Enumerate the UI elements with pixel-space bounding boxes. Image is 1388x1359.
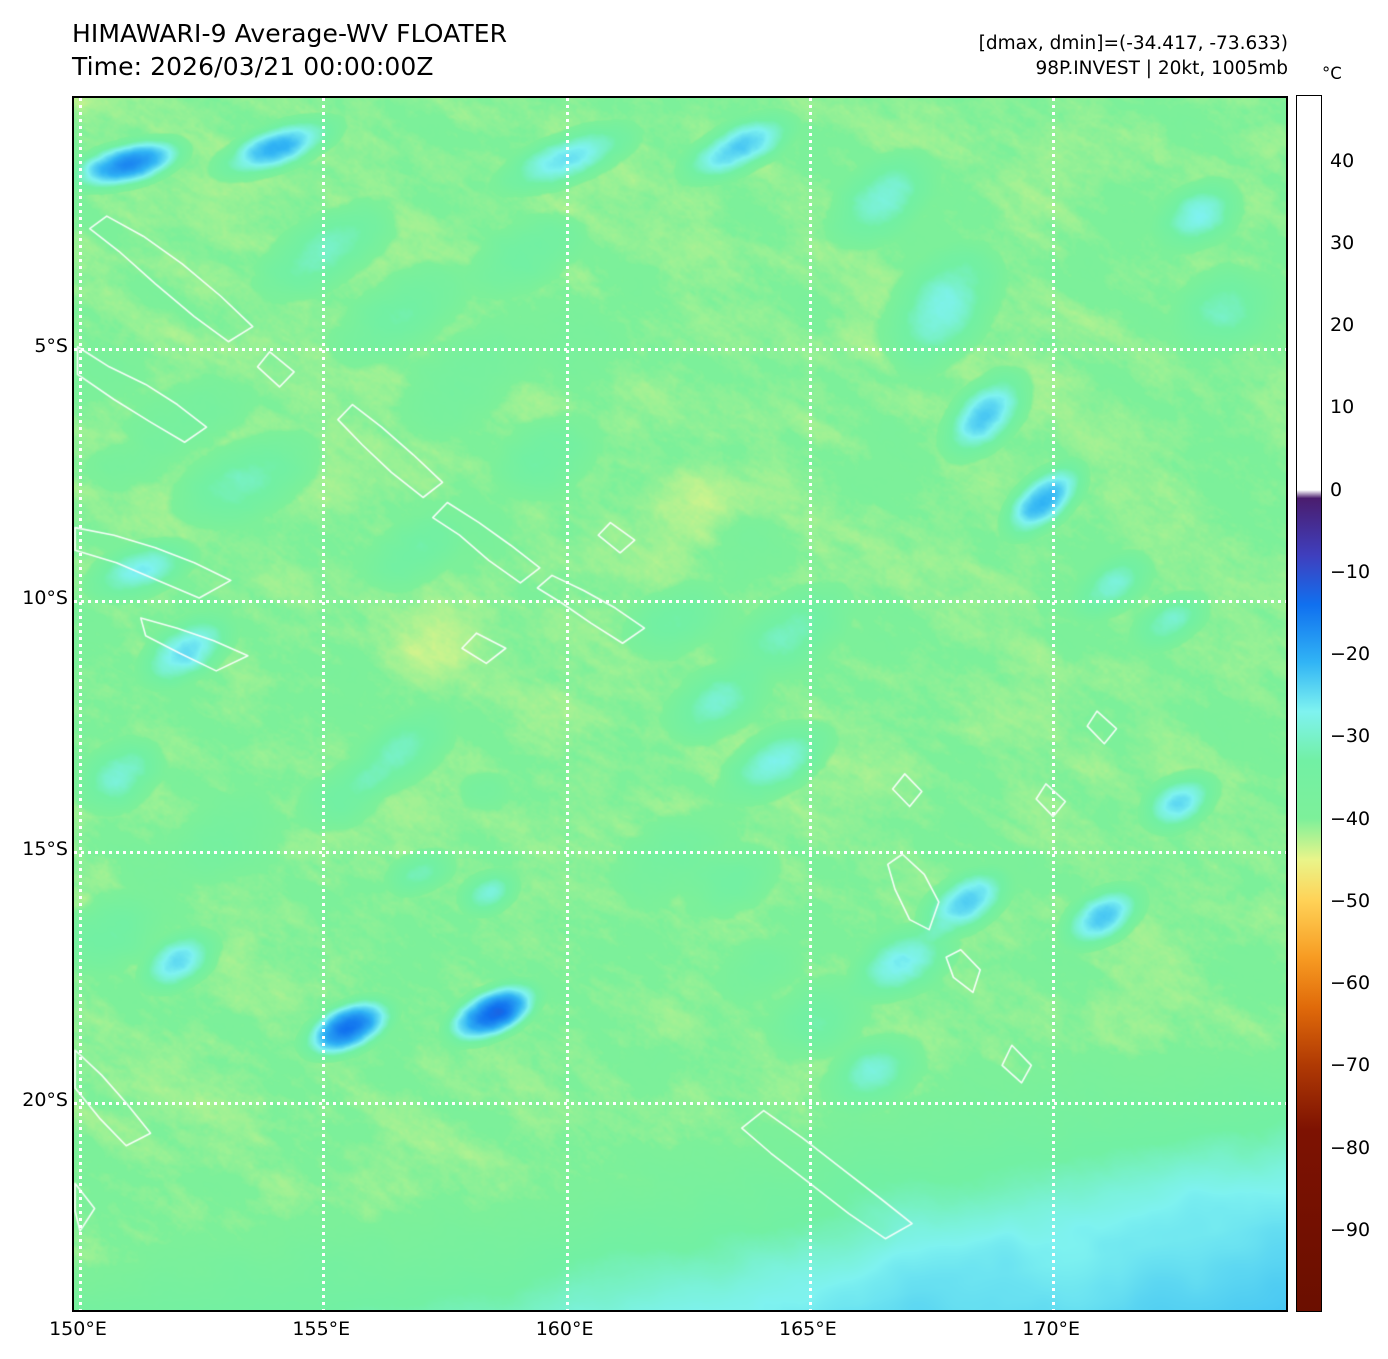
colorbar-gradient — [1297, 96, 1321, 1311]
metadata-block: [dmax, dmin]=(-34.417, -73.633) 98P.INVE… — [979, 32, 1288, 81]
colorbar-tick-10: 10 — [1330, 396, 1355, 419]
lon-tick-label-150: 150°E — [49, 1318, 107, 1340]
chart-title-block: HIMAWARI-9 Average-WV FLOATER Time: 2026… — [72, 18, 507, 83]
colorbar-tick-minus20: −20 — [1330, 643, 1371, 666]
colorbar-tick-minus60: −60 — [1330, 972, 1371, 995]
colorbar-tick-20: 20 — [1330, 314, 1355, 337]
colorbar-tick-minus90: −90 — [1330, 1218, 1371, 1241]
lon-tick-label-165: 165°E — [779, 1318, 837, 1340]
colorbar — [1296, 95, 1322, 1312]
lat-tick-label-5: 5°S — [34, 335, 68, 358]
colorbar-tick-minus70: −70 — [1330, 1054, 1371, 1077]
lat-tick-label-15: 15°S — [22, 837, 68, 860]
colorbar-tick-0: 0 — [1330, 478, 1343, 501]
storm-info-label: 98P.INVEST | 20kt, 1005mb — [1035, 57, 1289, 79]
timestamp-label: Time: 2026/03/21 00:00:00Z — [72, 51, 434, 81]
colorbar-tick-40: 40 — [1330, 149, 1355, 172]
lat-tick-label-10: 10°S — [22, 586, 68, 609]
colorbar-tick-30: 30 — [1330, 232, 1355, 254]
colorbar-tick-minus10: −10 — [1330, 560, 1371, 583]
colorbar-tick-minus80: −80 — [1330, 1136, 1371, 1159]
data-range-label: [dmax, dmin]=(-34.417, -73.633) — [978, 33, 1288, 54]
colorbar-unit-label: °C — [1322, 64, 1342, 83]
lon-tick-label-170: 170°E — [1022, 1318, 1081, 1340]
lon-tick-label-160: 160°E — [535, 1318, 594, 1340]
lon-tick-label-155: 155°E — [292, 1318, 351, 1340]
page-title: HIMAWARI-9 Average-WV FLOATER — [72, 19, 508, 48]
colorbar-tick-minus50: −50 — [1330, 889, 1371, 912]
lat-tick-label-20: 20°S — [22, 1089, 68, 1112]
satellite-image-plot: Copyright © 2020-2026 Dapiya — [72, 96, 1288, 1312]
colorbar-tick-minus40: −40 — [1330, 807, 1371, 830]
satellite-heatmap-canvas — [74, 98, 1286, 1310]
colorbar-tick-minus30: −30 — [1330, 725, 1371, 748]
